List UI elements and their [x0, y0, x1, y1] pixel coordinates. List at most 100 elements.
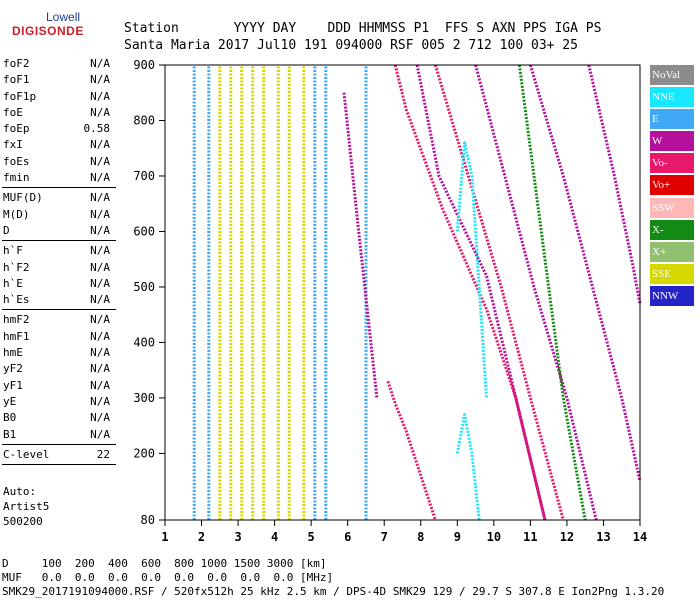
parameter-panel: foF2 N/A foF1 N/A foF1p N/A foE N/A foEp 0.58 fxI N…	[0, 56, 120, 467]
param-row: h`E N/A	[0, 276, 120, 292]
logo-digisonde-text: DIGISONDE	[12, 24, 84, 38]
header-values: Santa Maria 2017 Jul10 191 094000 RSF 00…	[124, 38, 578, 53]
separator-4	[2, 443, 116, 445]
param-value: N/A	[90, 223, 110, 237]
param-value: N/A	[90, 293, 110, 307]
legend-item-x-: X-	[650, 219, 694, 240]
param-name: foF2	[3, 57, 30, 70]
param-name: foE	[3, 105, 23, 119]
y-tick-label: 900	[133, 58, 155, 72]
param-value: N/A	[90, 89, 110, 103]
param-name: foF1	[3, 73, 30, 87]
param-name: yF1	[3, 378, 23, 392]
param-row: foE N/A	[0, 105, 120, 121]
param-row: hmF1 N/A	[0, 329, 120, 345]
param-row: foF2 N/A	[0, 56, 120, 72]
muf-row: MUF 0.0 0.0 0.0 0.0 0.0 0.0 0.0 0.0 [MHz…	[2, 571, 334, 584]
param-value: N/A	[90, 378, 110, 392]
param-name: yF2	[3, 362, 23, 376]
y-tick-label: 300	[133, 391, 155, 405]
param-row: B0 N/A	[0, 410, 120, 426]
header-labels: Station YYYY DAY DDD HHMMSS P1 FFS S AXN…	[124, 21, 602, 36]
x-tick-label: 10	[487, 530, 501, 544]
legend-item-sse: SSE	[650, 263, 694, 284]
y-tick-label: 200	[133, 446, 155, 460]
param-value: N/A	[90, 394, 110, 408]
x-tick-label: 1	[161, 530, 168, 544]
y-tick-label: 800	[133, 113, 155, 127]
param-value: N/A	[90, 276, 110, 290]
x-tick-label: 8	[417, 530, 424, 544]
logo-lowell-text: Lowell	[46, 10, 81, 24]
x-tick-label: 2	[198, 530, 205, 544]
status-line: SMK29_2017191094000.RSF / 520fx512h 25 k…	[2, 585, 665, 598]
x-tick-label: 12	[560, 530, 574, 544]
param-name: hmF1	[3, 329, 30, 343]
x-tick-label: 9	[454, 530, 461, 544]
param-name: yE	[3, 394, 17, 408]
param-row: MUF(D) N/A	[0, 190, 120, 206]
separator-5	[2, 464, 116, 466]
legend-item-nnw: NNW	[650, 285, 694, 306]
legend-item-e: E	[650, 109, 694, 130]
x-tick-label: 4	[271, 530, 278, 544]
param-row: D N/A	[0, 223, 120, 239]
param-name: foEs	[3, 154, 30, 168]
separator-2	[2, 240, 116, 242]
param-value: N/A	[90, 346, 110, 360]
param-value: N/A	[90, 244, 110, 258]
param-row: M(D) N/A	[0, 207, 120, 223]
y-tick-label: 700	[133, 169, 155, 183]
separator-3	[2, 309, 116, 311]
plot-frame	[164, 64, 641, 521]
param-value: N/A	[90, 191, 110, 205]
param-value: N/A	[90, 313, 110, 327]
param-row: yE N/A	[0, 394, 120, 410]
param-row: h`F2 N/A	[0, 260, 120, 276]
param-row: fmin N/A	[0, 170, 120, 186]
auto-code: 500200	[3, 515, 43, 528]
param-value: N/A	[90, 427, 110, 441]
station-header: Station YYYY DAY DDD HHMMSS P1 FFS S AXN…	[124, 20, 601, 54]
legend-item-w: W	[650, 131, 694, 152]
param-name: D	[3, 223, 10, 237]
legend-item-vo-: Vo+	[650, 175, 694, 196]
x-tick-label: 11	[523, 530, 537, 544]
param-value: N/A	[90, 73, 110, 87]
param-row: yF2 N/A	[0, 361, 120, 377]
distance-row: D 100 200 400 600 800 1000 1500 3000 [km…	[2, 557, 327, 570]
param-value: 0.58	[83, 122, 111, 136]
param-row: h`F N/A	[0, 243, 120, 259]
x-tick-label: 5	[308, 530, 315, 544]
auto-program: Artist5	[3, 500, 50, 513]
param-name: foF1p	[3, 89, 37, 103]
trace-vo-	[433, 64, 565, 521]
bottom-info: D 100 200 400 600 800 1000 1500 3000 [km…	[2, 557, 664, 599]
param-value: N/A	[90, 57, 110, 70]
param-row: foF1p N/A	[0, 89, 120, 105]
auto-label: Auto:	[3, 485, 37, 498]
param-row: h`Es N/A	[0, 292, 120, 308]
trace-w	[528, 64, 642, 482]
trace-nne	[455, 413, 481, 521]
y-tick-label: 80	[141, 513, 155, 527]
x-tick-label: 14	[633, 530, 647, 544]
param-name: foEp	[3, 122, 30, 136]
y-tick-label: 500	[133, 280, 155, 294]
param-row: C-level 22	[0, 447, 120, 463]
param-name: h`Es	[3, 293, 30, 307]
param-value: N/A	[90, 362, 110, 376]
digisonde-logo: Lowell DIGISONDE	[6, 8, 116, 44]
x-tick-label: 13	[596, 530, 610, 544]
param-row: fxI N/A	[0, 137, 120, 153]
trace-nne	[455, 141, 488, 398]
param-value: N/A	[90, 411, 110, 425]
param-row: yF1 N/A	[0, 378, 120, 394]
param-row: foEs N/A	[0, 154, 120, 170]
legend-item-nne: NNE	[650, 87, 694, 108]
param-row: hmE N/A	[0, 345, 120, 361]
trace-w	[342, 92, 379, 399]
param-value: N/A	[90, 138, 110, 152]
param-name: M(D)	[3, 207, 30, 221]
